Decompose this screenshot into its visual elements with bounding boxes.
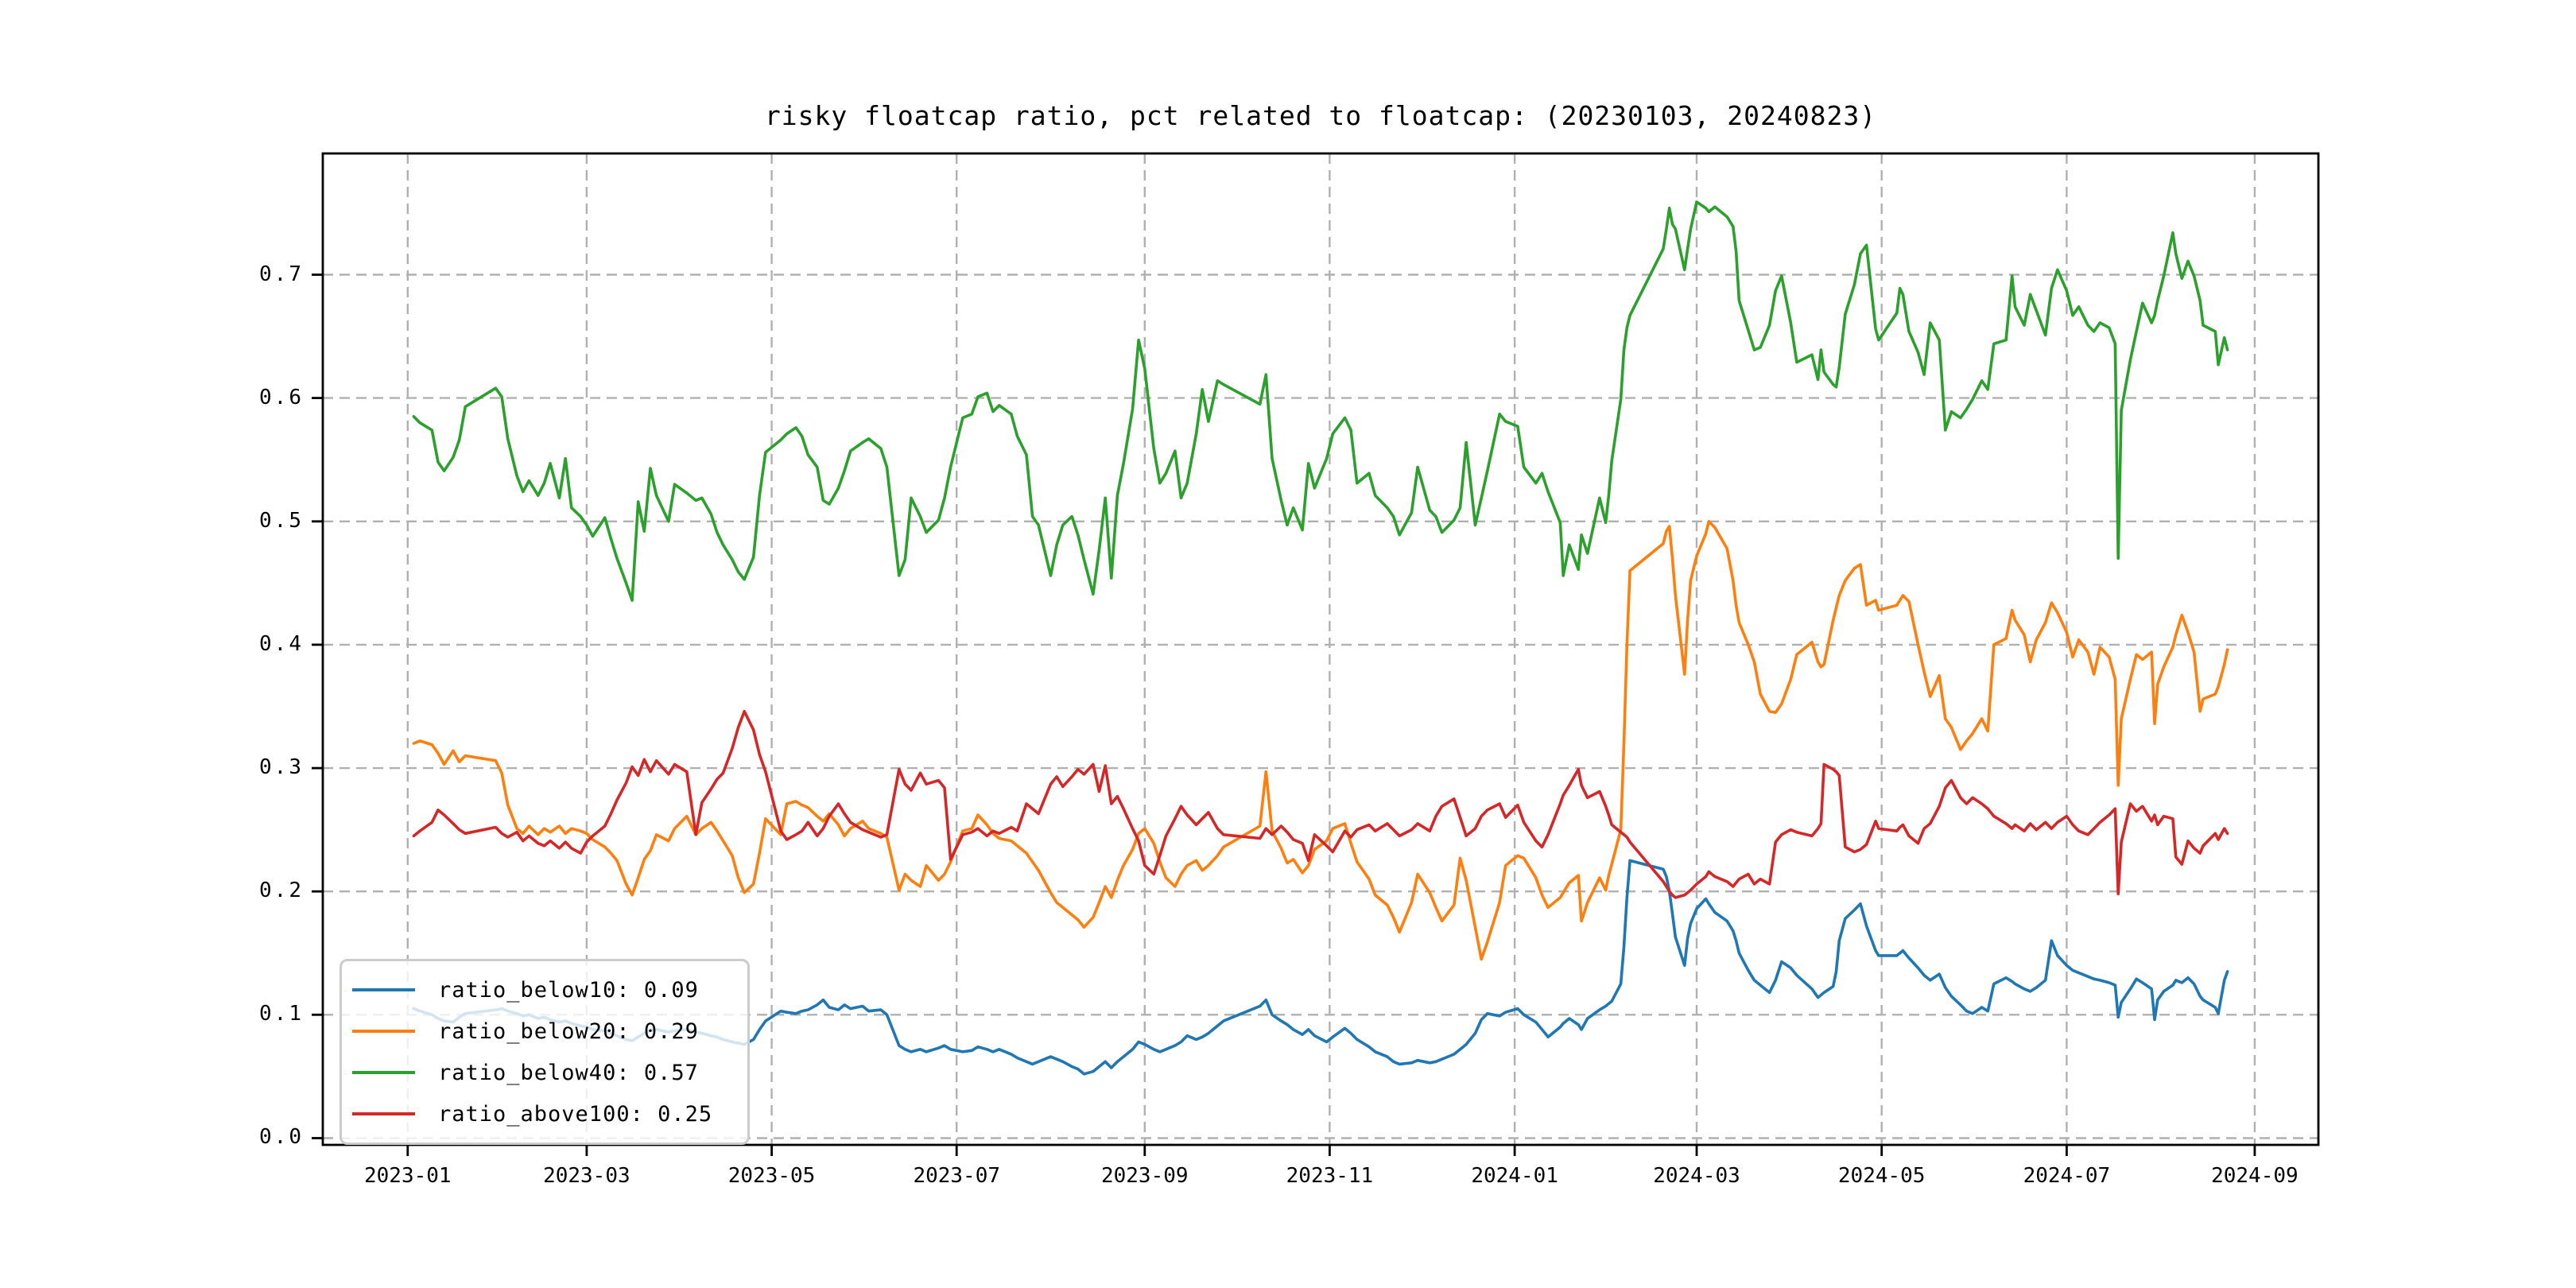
- x-tick-label: 2024-07: [2023, 1164, 2111, 1188]
- legend-line-swatch: [352, 1071, 415, 1074]
- legend-label: ratio_below20: 0.29: [438, 1018, 699, 1044]
- x-tick-label: 2023-11: [1286, 1164, 1374, 1188]
- y-tick-label: 0.4: [259, 631, 304, 656]
- y-tick-label: 0.6: [259, 385, 304, 409]
- x-tick-label: 2024-05: [1837, 1164, 1926, 1188]
- legend-item-ratio_below20: ratio_below20: 0.29: [342, 1019, 747, 1044]
- legend-line-swatch: [352, 1112, 415, 1115]
- y-tick-label: 0.1: [259, 1002, 304, 1026]
- chart-title: risky floatcap ratio, pct related to flo…: [764, 100, 1877, 131]
- series-line-ratio_above100: [412, 709, 2229, 899]
- y-tick-label: 0.0: [259, 1125, 304, 1150]
- y-tick-label: 0.5: [259, 508, 304, 533]
- x-tick-label: 2024-03: [1653, 1164, 1740, 1188]
- legend-line-swatch: [352, 988, 415, 991]
- legend-line-swatch: [352, 1030, 415, 1033]
- legend-label: ratio_below40: 0.57: [438, 1060, 699, 1085]
- y-tick-label: 0.7: [259, 262, 304, 286]
- legend: ratio_below10: 0.09 ratio_below20: 0.29 ra…: [339, 959, 750, 1145]
- x-tick-label: 2023-05: [727, 1164, 816, 1188]
- x-tick-label: 2024-01: [1471, 1164, 1558, 1188]
- y-tick-label: 0.3: [259, 755, 304, 780]
- series-line-ratio_below40: [412, 200, 2229, 602]
- x-tick-label: 2024-09: [2211, 1164, 2299, 1188]
- x-tick-label: 2023-03: [543, 1164, 630, 1188]
- x-tick-label: 2023-01: [364, 1164, 452, 1188]
- legend-item-ratio_below10: ratio_below10: 0.09: [342, 978, 747, 1003]
- legend-item-ratio_above100: ratio_above100: 0.25: [342, 1102, 747, 1127]
- legend-label: ratio_below10: 0.09: [438, 977, 699, 1003]
- legend-item-ratio_below40: ratio_below40: 0.57: [342, 1061, 747, 1085]
- y-tick-label: 0.2: [259, 879, 304, 903]
- x-tick-label: 2023-09: [1100, 1164, 1189, 1188]
- series-line-ratio_below20: [412, 519, 2229, 961]
- x-tick-label: 2023-07: [913, 1164, 1001, 1188]
- legend-label: ratio_above100: 0.25: [438, 1101, 713, 1127]
- axes-spines: [321, 152, 2320, 1146]
